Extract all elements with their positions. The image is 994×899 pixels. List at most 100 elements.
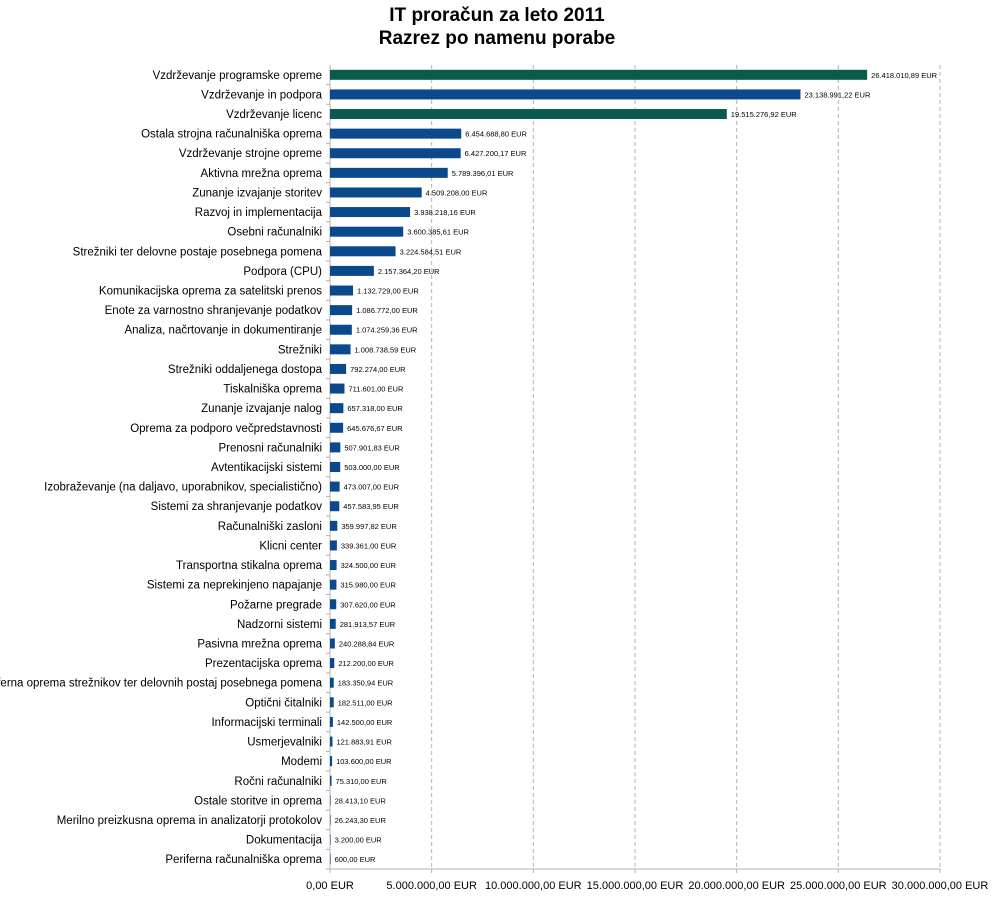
- value-label: 182.511,00 EUR: [338, 698, 393, 707]
- category-label: Strežniki oddaljenega dostopa: [168, 364, 323, 376]
- value-label: 212.200,00 EUR: [338, 659, 394, 668]
- category-label: Enote za varnostno shranjevanje podatkov: [105, 305, 323, 317]
- value-label: 121.883,91 EUR: [336, 738, 392, 747]
- value-label: 26.243,30 EUR: [335, 816, 387, 825]
- value-label: 281.913,57 EUR: [340, 620, 396, 629]
- bar: [330, 148, 461, 159]
- bar: [330, 579, 337, 590]
- value-label: 103.600,00 EUR: [336, 757, 392, 766]
- value-label: 23.138.991,22 EUR: [804, 90, 870, 99]
- bar: [330, 187, 422, 198]
- bar: [330, 736, 333, 747]
- value-label: 3.938.218,16 EUR: [414, 208, 476, 217]
- value-label: 1.086.772,00 EUR: [356, 306, 418, 315]
- bar: [330, 795, 331, 806]
- category-label: Podpora (CPU): [243, 266, 322, 278]
- value-label: 600,00 EUR: [335, 855, 376, 864]
- value-label: 28.413,10 EUR: [335, 796, 387, 805]
- bar: [330, 501, 340, 512]
- x-tick-label: 10.000.000,00 EUR: [485, 880, 582, 892]
- category-label: Oprema za podporo večpredstavnosti: [130, 423, 322, 435]
- category-label: Ročni računalniki: [234, 776, 322, 788]
- value-label: 142.500,00 EUR: [337, 718, 393, 727]
- category-label: Optični čitalniki: [245, 697, 322, 709]
- bar: [330, 226, 404, 237]
- value-label: 657.318,00 EUR: [347, 404, 403, 413]
- category-label: Prenosni računalniki: [218, 442, 322, 454]
- value-label: 3.224.584,51 EUR: [400, 247, 462, 256]
- value-label: 1.074.259,36 EUR: [356, 326, 418, 335]
- bar: [330, 442, 341, 453]
- value-label: 183.350,94 EUR: [338, 679, 394, 688]
- value-label: 3.200,00 EUR: [335, 836, 383, 845]
- bar: [330, 677, 334, 688]
- category-label: Periferna oprema strežnikov ter delovnih…: [0, 678, 323, 690]
- category-label: Zunanje izvajanje nalog: [201, 403, 322, 415]
- bar: [330, 716, 333, 727]
- x-tick-label: 5.000.000,00 EUR: [386, 880, 477, 892]
- category-label: Transportna stikalna oprema: [176, 560, 323, 572]
- category-label: Avtentikacijski sistemi: [211, 462, 322, 474]
- bar: [330, 363, 347, 374]
- category-label: Strežniki: [278, 344, 322, 356]
- bar: [330, 324, 352, 335]
- category-label: Strežniki ter delovne postaje posebnega …: [73, 246, 323, 258]
- bar: [330, 265, 374, 276]
- category-label: Prezentacijska oprema: [205, 658, 323, 670]
- value-label: 19.515.276,92 EUR: [731, 110, 797, 119]
- x-tick-label: 30.000.000,00 EUR: [892, 880, 989, 892]
- chart-subtitle: Razrez po namenu porabe: [378, 28, 616, 49]
- category-label: Merilno preizkusna oprema in analizatorj…: [57, 815, 323, 827]
- x-tick-label: 25.000.000,00 EUR: [790, 880, 887, 892]
- value-label: 240.288,84 EUR: [339, 639, 395, 648]
- category-label: Računalniški zasloni: [218, 521, 322, 533]
- value-label: 5.789.396,01 EUR: [452, 169, 514, 178]
- category-label: Modemi: [281, 756, 322, 768]
- bar: [330, 383, 345, 394]
- bar: [330, 697, 334, 708]
- value-label: 645.676,67 EUR: [347, 424, 403, 433]
- category-label: Ostale storitve in oprema: [194, 795, 322, 807]
- value-label: 1.132.729,00 EUR: [357, 287, 419, 296]
- category-label: Komunikacijska oprema za satelitski pren…: [99, 286, 322, 298]
- x-tick-label: 15.000.000,00 EUR: [587, 880, 684, 892]
- bar: [330, 403, 344, 414]
- value-label: 307.620,00 EUR: [340, 600, 396, 609]
- value-label: 324.500,00 EUR: [341, 561, 397, 570]
- value-label: 457.583,95 EUR: [343, 502, 399, 511]
- bar: [330, 128, 462, 139]
- bar: [330, 775, 332, 786]
- value-label: 2.157.364,20 EUR: [378, 267, 440, 276]
- value-label: 503.000,00 EUR: [344, 463, 400, 472]
- bar: [330, 834, 331, 845]
- bar: [330, 599, 337, 610]
- value-label: 711.601,00 EUR: [348, 385, 403, 394]
- category-label: Razvoj in implementacija: [195, 207, 323, 219]
- category-label: Izobraževanje (na daljavo, uporabnikov, …: [44, 482, 322, 494]
- bar: [330, 540, 337, 551]
- value-label: 359.997,82 EUR: [341, 522, 397, 531]
- bar: [330, 658, 335, 669]
- category-label: Vzdrževanje in podpora: [201, 89, 322, 101]
- bar: [330, 109, 727, 120]
- category-label: Vzdrževanje licenc: [226, 109, 322, 121]
- category-label: Tiskalniška oprema: [223, 384, 322, 396]
- value-label: 792.274,00 EUR: [350, 365, 406, 374]
- bar: [330, 814, 331, 825]
- category-label: Pasivna mrežna oprema: [197, 638, 322, 650]
- category-label: Analiza, načrtovanje in dokumentiranje: [124, 325, 322, 337]
- bar: [330, 560, 337, 571]
- category-label: Zunanje izvajanje storitev: [192, 187, 322, 199]
- bar: [330, 422, 344, 433]
- bar: [330, 89, 801, 100]
- category-label: Nadzorni sistemi: [237, 619, 322, 631]
- value-label: 26.418.010,89 EUR: [871, 71, 937, 80]
- value-label: 507.901,83 EUR: [344, 443, 400, 452]
- bar: [330, 344, 351, 355]
- category-label: Sistemi za neprekinjeno napajanje: [147, 580, 322, 592]
- bar: [330, 207, 411, 218]
- bar: [330, 285, 354, 296]
- value-label: 6.454.688,80 EUR: [465, 130, 527, 139]
